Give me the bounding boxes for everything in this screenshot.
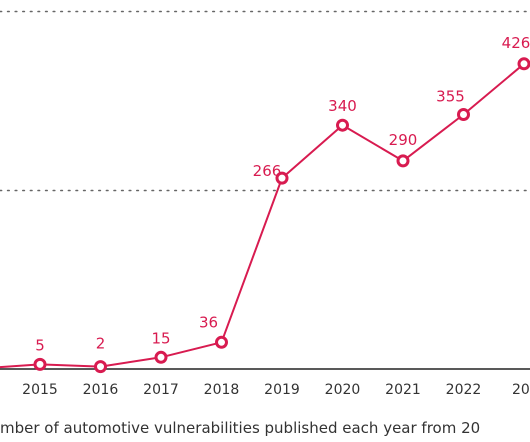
x-tick-202: 202 (512, 382, 530, 398)
data-label-2017: 15 (151, 329, 170, 347)
data-label-202: 426 (502, 34, 530, 52)
data-point-2015 (33, 357, 47, 371)
series-line-layer (0, 63, 525, 369)
data-point-2020 (336, 118, 349, 132)
chart-caption: mber of automotive vulnerabilities publi… (0, 419, 481, 437)
data-point-2016 (94, 360, 107, 374)
x-tick-2016: 2016 (83, 382, 119, 398)
data-label-2016: 2 (96, 335, 106, 353)
x-tick-2022: 2022 (446, 382, 482, 398)
data-point-2021 (396, 154, 410, 168)
data-point-2019 (275, 171, 289, 185)
data-label-2021: 290 (389, 131, 418, 149)
x-tick-2017: 2017 (143, 382, 179, 398)
data-point-2017 (154, 350, 168, 364)
data-point-202 (517, 57, 530, 71)
data-points (33, 57, 530, 374)
x-tick-2020: 2020 (325, 382, 361, 398)
x-tick-2015: 2015 (22, 382, 58, 398)
x-tick-2021: 2021 (385, 382, 421, 398)
data-labels: 5 2 15 36 266 340 290 355 426 (35, 34, 530, 355)
x-tick-labels: 2015 2016 2017 2018 2019 2020 2021 2022 202 (22, 382, 530, 398)
x-tick-2019: 2019 (264, 382, 300, 398)
data-label-2019: 266 (253, 162, 282, 180)
gridlines (0, 10, 530, 192)
series-line (0, 63, 525, 369)
data-point-2018 (215, 335, 228, 349)
x-tick-2018: 2018 (204, 382, 240, 398)
data-label-2015: 5 (35, 336, 45, 354)
data-label-2022: 355 (436, 88, 465, 106)
data-label-2020: 340 (328, 97, 357, 115)
data-point-2022 (457, 108, 470, 121)
data-label-2018: 36 (199, 313, 218, 331)
